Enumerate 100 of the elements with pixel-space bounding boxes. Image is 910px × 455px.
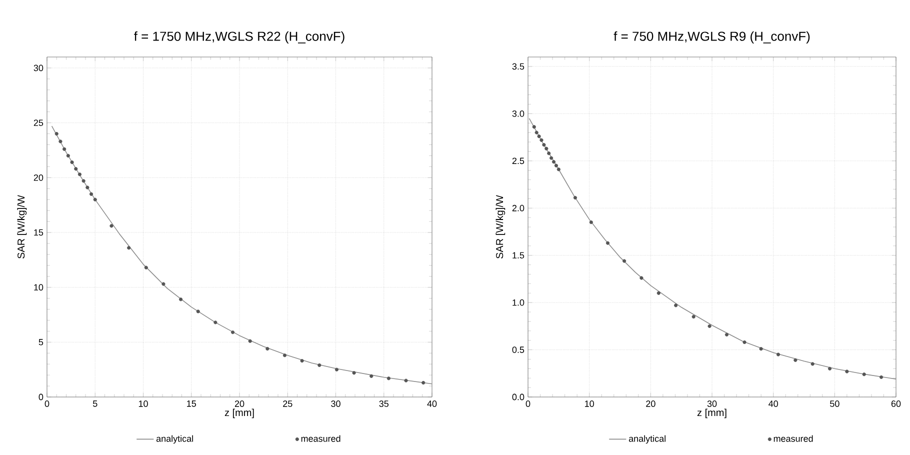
x-tick-label: 0 — [526, 400, 530, 407]
point — [318, 363, 322, 367]
point — [606, 241, 610, 245]
point — [70, 160, 74, 164]
y-axis-title: SAR [W/kg]/W — [17, 195, 27, 258]
y-tick-label: 15 — [34, 229, 44, 236]
x-tick-label: 25 — [283, 400, 292, 407]
x-tick-label: 20 — [234, 400, 244, 407]
x-tick-label: 30 — [707, 400, 717, 407]
point — [534, 130, 538, 134]
legend-label: analytical — [156, 435, 193, 444]
x-axis-title: z [mm] — [224, 408, 254, 418]
point — [544, 146, 548, 150]
legend-label: measured — [301, 435, 340, 442]
x-tick-label: 20 — [646, 400, 656, 407]
point — [554, 164, 558, 168]
y-tick-label: 20 — [34, 174, 44, 181]
x-tick-label: 5 — [92, 400, 98, 407]
point — [828, 366, 832, 370]
point — [862, 372, 866, 376]
chart-title: f = 750 MHz,WGLS R9 (H_convF) — [614, 31, 810, 44]
x-tick-label: 40 — [768, 400, 778, 407]
point — [82, 179, 86, 183]
point — [93, 198, 97, 202]
y-tick-label: 3.0 — [512, 110, 524, 117]
y-axis-title: SAR [W/kg]/W — [496, 195, 506, 258]
point — [352, 371, 356, 375]
point — [62, 147, 66, 151]
point — [196, 310, 200, 314]
x-tick-label: 60 — [891, 400, 901, 407]
x-tick-label: 40 — [427, 400, 437, 407]
point — [674, 304, 678, 308]
point — [550, 156, 554, 160]
y-tick-label: 0 — [38, 394, 44, 400]
point — [656, 291, 660, 295]
chart-title: f = 1750 MHz,WGLS R22 (H_convF) — [134, 31, 344, 44]
y-tick-label: 3.5 — [512, 63, 524, 70]
point — [794, 358, 798, 362]
point — [214, 320, 218, 324]
y-tick-label: 1.5 — [512, 252, 524, 258]
point — [640, 276, 644, 280]
point — [334, 368, 339, 372]
point — [547, 152, 551, 156]
point — [742, 340, 746, 344]
point — [422, 380, 426, 385]
point — [282, 354, 287, 358]
point — [537, 134, 541, 138]
point — [532, 125, 536, 129]
y-tick-label: 2.5 — [512, 158, 524, 164]
y-tick-label: 5 — [38, 339, 44, 346]
x-axis-title: z [mm] — [697, 408, 726, 418]
point — [810, 362, 814, 366]
point — [556, 168, 560, 172]
point — [573, 196, 578, 200]
point — [266, 346, 270, 351]
x-tick-label: 10 — [138, 400, 148, 407]
point — [178, 298, 183, 302]
x-tick-label: 30 — [331, 400, 340, 407]
point — [724, 332, 729, 336]
point — [54, 132, 58, 136]
point — [589, 220, 593, 224]
point — [708, 324, 712, 328]
point — [300, 359, 304, 363]
y-tick-label: 30 — [34, 64, 44, 72]
y-tick-label: 0.5 — [512, 346, 524, 353]
point — [110, 224, 114, 228]
point — [622, 259, 626, 263]
y-tick-label: 25 — [34, 120, 44, 126]
point — [58, 140, 62, 144]
y-tick-label: 1.0 — [512, 299, 524, 306]
point — [386, 376, 390, 380]
x-tick-label: 10 — [585, 400, 594, 407]
y-tick-label: 10 — [34, 284, 44, 291]
x-tick-label: 0 — [44, 400, 50, 407]
point — [66, 154, 70, 158]
legend-label: measured — [774, 435, 813, 442]
point — [127, 246, 131, 250]
point — [162, 282, 166, 286]
point — [540, 138, 544, 142]
x-tick-label: 50 — [830, 400, 840, 407]
x-tick-label: 15 — [187, 400, 196, 407]
x-tick-label: 35 — [379, 400, 388, 407]
point — [759, 347, 763, 351]
point — [845, 370, 849, 374]
y-tick-label: 0.0 — [512, 394, 524, 400]
point — [552, 160, 556, 164]
point — [404, 378, 408, 382]
point — [74, 167, 78, 171]
point — [879, 375, 884, 379]
point — [776, 352, 780, 356]
point — [144, 266, 148, 270]
point — [78, 172, 82, 176]
point — [692, 314, 696, 319]
point — [230, 330, 235, 334]
point — [248, 339, 252, 343]
point — [370, 374, 374, 378]
point — [86, 186, 90, 190]
point — [542, 143, 546, 147]
legend-label: analytical — [628, 435, 666, 444]
point — [89, 192, 94, 196]
